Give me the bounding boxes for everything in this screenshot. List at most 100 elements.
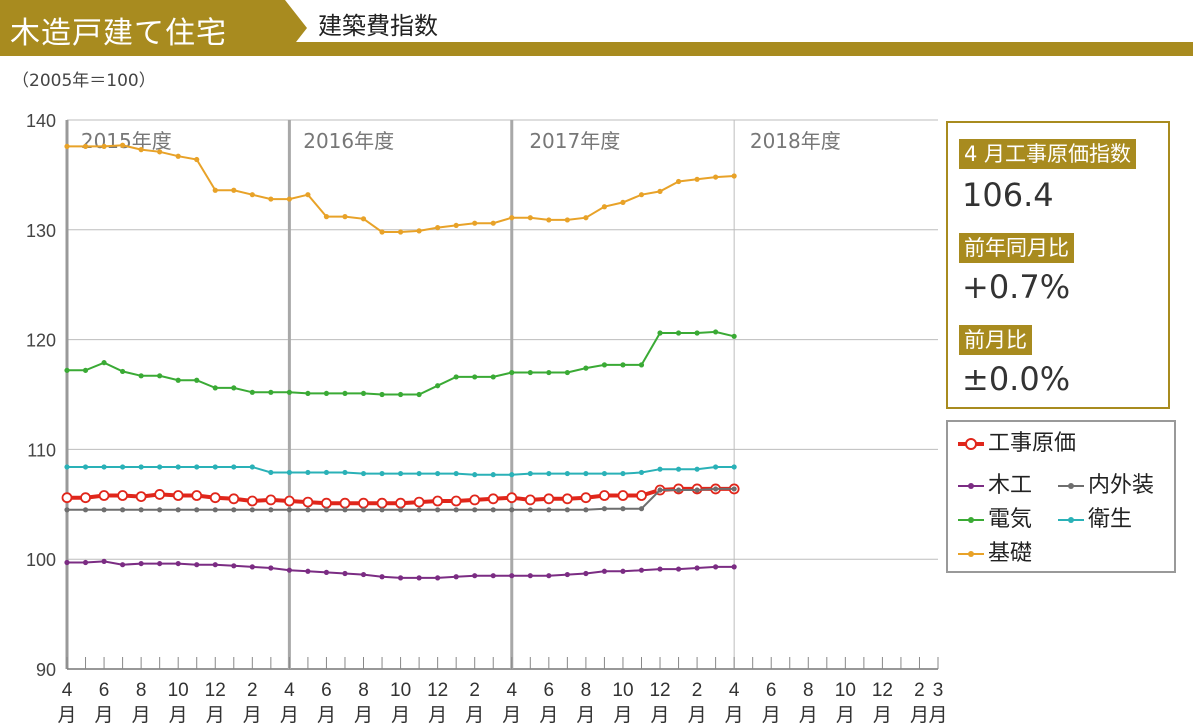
unit-label: （2005年＝100）	[12, 71, 156, 91]
data-point-electric	[509, 369, 515, 376]
data-point-sanitary	[509, 472, 515, 478]
data-point-foundation	[101, 143, 107, 149]
data-point-total	[358, 497, 369, 509]
data-point-foundation	[713, 174, 719, 180]
x-tick-label: 4	[62, 680, 73, 701]
legend-swatch-sanitary	[1058, 517, 1084, 523]
data-point-sanitary	[175, 464, 181, 470]
data-point-sanitary	[416, 470, 422, 477]
data-point-wood	[342, 570, 348, 577]
x-unit-label: 月	[502, 704, 521, 726]
data-point-wood	[583, 570, 589, 577]
index-label: 4 月工事原価指数	[959, 139, 1137, 169]
data-point-electric	[64, 367, 70, 373]
data-point-interior	[119, 507, 126, 513]
data-point-foundation	[490, 220, 496, 226]
legend-label-foundation: 基礎	[988, 541, 1033, 566]
data-point-sanitary	[101, 464, 107, 470]
data-point-sanitary	[323, 469, 330, 476]
year-label: 2016年度	[303, 129, 394, 153]
data-point-wood	[268, 565, 274, 571]
data-point-wood	[657, 566, 663, 572]
data-point-wood	[397, 575, 404, 581]
data-point-interior	[509, 507, 515, 513]
data-point-total	[580, 492, 592, 504]
data-point-sanitary	[249, 464, 255, 470]
x-tick-label: 12	[649, 680, 670, 701]
data-point-sanitary	[157, 464, 163, 470]
data-point-wood	[212, 562, 218, 568]
data-point-electric	[194, 377, 200, 383]
data-point-wood	[453, 574, 459, 580]
data-point-foundation	[119, 142, 126, 148]
x-tick-label: 4	[284, 680, 295, 701]
data-point-sanitary	[379, 470, 385, 477]
data-point-wood	[286, 567, 292, 573]
x-unit-label: 月	[169, 704, 188, 726]
data-point-wood	[527, 573, 533, 579]
data-point-interior	[379, 507, 385, 513]
data-point-electric	[138, 373, 144, 379]
data-point-sanitary	[527, 470, 533, 477]
legend-swatch-electric	[958, 517, 984, 523]
header-arrow	[285, 0, 307, 56]
data-point-interior	[564, 507, 570, 513]
data-point-foundation	[175, 153, 181, 159]
data-point-wood	[509, 573, 515, 579]
data-point-electric	[694, 330, 700, 336]
x-unit-label: 月	[910, 704, 929, 726]
data-point-sanitary	[82, 464, 89, 470]
data-point-total	[487, 493, 499, 505]
x-unit-label: 月	[428, 704, 447, 726]
data-point-total	[209, 492, 221, 504]
x-unit-label: 月	[651, 704, 670, 726]
data-point-interior	[731, 486, 737, 492]
x-unit-label: 月	[57, 704, 76, 726]
data-point-sanitary	[601, 470, 608, 477]
y-tick-label: 140	[26, 111, 56, 131]
x-tick-label: 8	[803, 680, 814, 701]
data-point-sanitary	[286, 469, 292, 476]
data-point-sanitary	[194, 464, 200, 470]
year-label: 2015年度	[81, 129, 172, 153]
data-point-electric	[157, 373, 163, 379]
data-point-wood	[231, 563, 237, 569]
data-point-foundation	[694, 176, 700, 182]
data-point-sanitary	[64, 464, 70, 470]
data-point-foundation	[231, 187, 237, 193]
x-unit-label: 月	[762, 704, 781, 726]
data-point-wood	[82, 559, 89, 566]
data-point-electric	[342, 390, 348, 397]
data-point-foundation	[397, 229, 404, 235]
data-point-foundation	[527, 215, 533, 221]
data-point-interior	[175, 507, 181, 513]
header-title-box	[0, 0, 285, 56]
mom-value: ±0.0%	[962, 360, 1071, 398]
data-point-sanitary	[231, 464, 237, 470]
data-point-wood	[731, 564, 737, 570]
data-point-wood	[175, 560, 181, 567]
y-tick-label: 110	[27, 440, 56, 460]
data-point-interior	[157, 507, 163, 513]
data-point-sanitary	[305, 469, 311, 476]
page-title: 木造戸建て住宅	[10, 16, 227, 51]
year-label: 2018年度	[750, 129, 841, 153]
data-point-electric	[564, 369, 570, 376]
data-point-electric	[620, 362, 626, 368]
x-unit-label: 月	[132, 704, 151, 726]
x-tick-label: 6	[99, 680, 110, 701]
legend-item-wood: 木工	[958, 472, 1032, 500]
data-point-wood	[620, 568, 626, 574]
data-point-foundation	[305, 192, 311, 198]
data-point-interior	[305, 507, 311, 513]
data-point-sanitary	[564, 470, 570, 477]
data-point-interior	[101, 507, 107, 513]
x-tick-label: 6	[766, 680, 777, 701]
legend-item-total: 工事原価	[958, 430, 1076, 458]
data-point-foundation	[453, 222, 459, 229]
data-point-electric	[435, 383, 441, 389]
data-point-foundation	[564, 217, 570, 223]
data-point-electric	[323, 390, 330, 397]
data-point-electric	[212, 385, 218, 391]
data-point-electric	[175, 377, 181, 383]
